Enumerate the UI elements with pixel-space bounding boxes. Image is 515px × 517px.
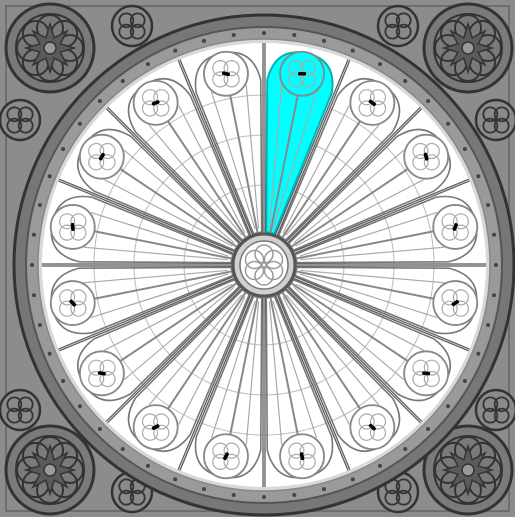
segment-medallion	[203, 50, 249, 97]
corner-rosette-bottom-right	[422, 424, 514, 516]
rose-segment[interactable]	[194, 50, 263, 235]
corner-rosette-bottom-left	[4, 424, 96, 516]
rose-segment[interactable]	[287, 128, 452, 252]
segment-medallion	[403, 350, 450, 397]
segment-mark	[98, 152, 105, 161]
segment-medallion	[49, 204, 96, 250]
rose-window	[12, 13, 515, 517]
quatrefoil-ornament	[474, 388, 515, 432]
corner-rosette-top-right	[422, 2, 514, 94]
rose-segment[interactable]	[194, 295, 263, 480]
segment-mark	[221, 71, 230, 77]
segment-mark	[451, 299, 460, 307]
segment-medallion	[279, 50, 325, 97]
segment-mark	[69, 299, 77, 307]
segment-mark	[422, 371, 431, 376]
rose-segment[interactable]	[294, 266, 479, 335]
rose-segment[interactable]	[49, 195, 234, 264]
segment-mark	[223, 452, 229, 461]
rose-segment[interactable]	[76, 278, 241, 402]
segment-mark	[368, 99, 377, 107]
mullions	[42, 43, 486, 487]
quatrefoil-ornament	[0, 98, 42, 142]
segment-medallion	[132, 79, 179, 126]
segment-medallion	[78, 350, 125, 397]
rose-segment[interactable]	[277, 77, 401, 242]
rose-segment[interactable]	[265, 295, 334, 480]
rose-segment[interactable]	[265, 50, 334, 235]
central-hub-rosette	[231, 232, 297, 298]
rose-segment[interactable]	[287, 278, 452, 402]
segment-medallion	[432, 280, 479, 326]
segment-medallion	[78, 133, 125, 180]
segment-mark	[97, 371, 106, 376]
quatrefoil-ornament	[0, 388, 42, 432]
segment-medallion	[432, 204, 479, 250]
quatrefoil-ornament	[474, 98, 515, 142]
segment-mark	[368, 423, 376, 431]
rose-segment[interactable]	[294, 195, 479, 264]
rose-segment[interactable]	[127, 288, 251, 453]
corner-rosette-top-left	[4, 2, 96, 94]
segment-medallion	[403, 133, 450, 180]
rose-segment[interactable]	[49, 266, 234, 335]
segment-mark	[452, 223, 458, 231]
segment-mark	[298, 71, 307, 76]
segment-mark	[423, 152, 429, 161]
quatrefoil-ornament	[376, 4, 420, 48]
segment-mark	[299, 452, 305, 461]
segment-medallion	[349, 404, 396, 451]
segment-medallion	[132, 404, 179, 451]
rose-segment[interactable]	[127, 77, 251, 242]
segment-medallion	[279, 433, 325, 480]
segment-mark	[151, 100, 160, 106]
segment-medallion	[203, 433, 249, 480]
rose-segment[interactable]	[76, 128, 241, 252]
segment-mark	[151, 424, 160, 431]
segment-medallion	[349, 79, 396, 126]
quatrefoil-ornament	[110, 4, 154, 48]
segment-mark	[70, 222, 75, 231]
rose-segment[interactable]	[277, 288, 401, 453]
segment-medallion	[49, 280, 96, 326]
segments	[49, 50, 479, 480]
